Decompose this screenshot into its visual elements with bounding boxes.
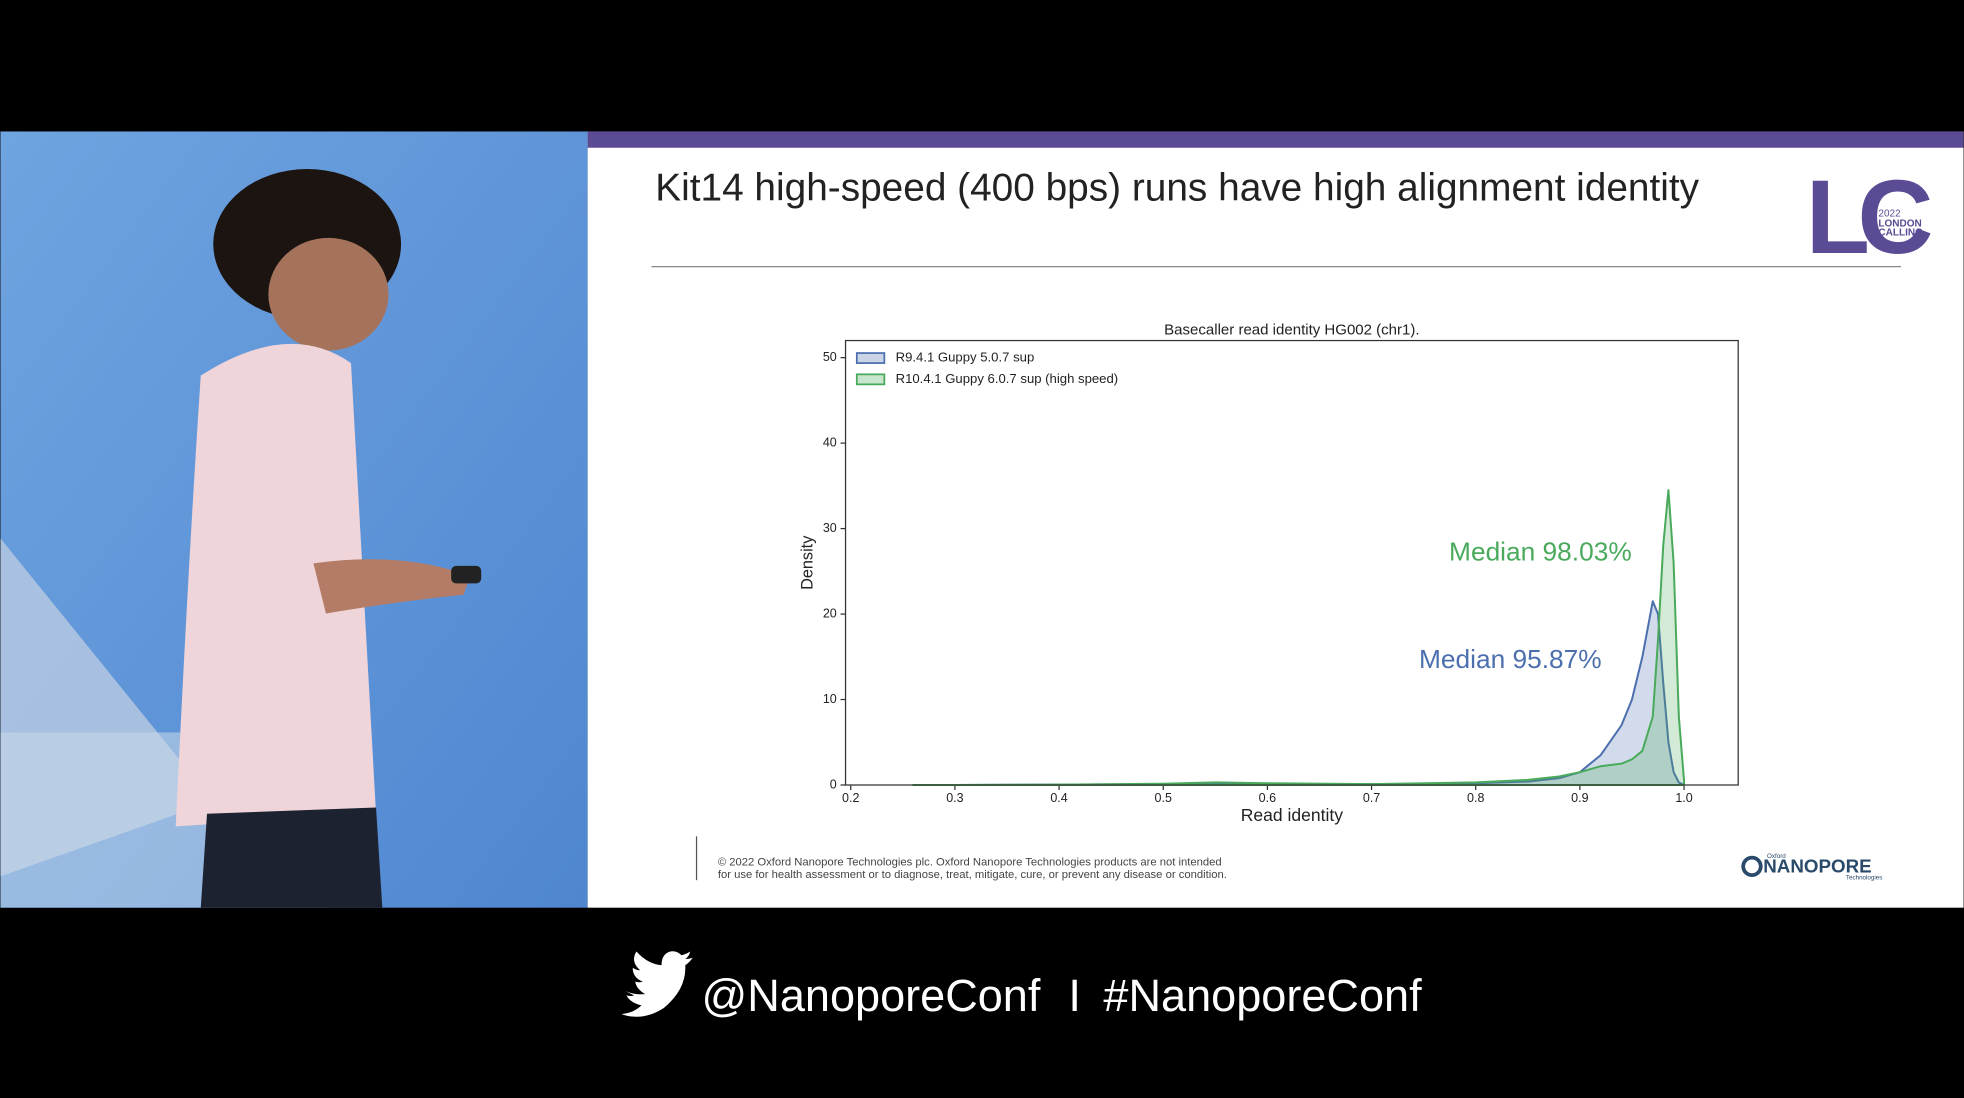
y-tick-label: 10 [823,692,837,706]
y-axis-label: Density [798,535,816,590]
x-tick-label: 1.0 [1675,791,1692,805]
logo-line: CALLING [1878,228,1923,239]
legend-label: R9.4.1 Guppy 5.0.7 sup [896,350,1035,365]
y-tick-label: 50 [823,350,837,364]
x-tick-label: 0.9 [1571,791,1588,805]
x-tick-label: 0.3 [946,791,963,805]
y-tick-label: 0 [830,777,837,791]
brand-icon [1741,855,1763,878]
x-axis-label: Read identity [1241,805,1343,825]
y-tick-label: 20 [823,606,837,620]
x-tick-label: 0.8 [1467,791,1484,805]
legend-swatch [855,352,886,364]
banner-handle: @NanoporeConf [702,970,1041,1021]
logo-letters: LC [1806,159,1932,276]
slide-top-strip [587,131,1964,148]
banner-hashtag: #NanoporeConf [1103,970,1422,1021]
density-area [912,489,1686,787]
chart-title: Basecaller read identity HG002 (chr1). [1164,321,1419,338]
median-annotation: Median 95.87% [1419,644,1602,674]
chart: Basecaller read identity HG002 (chr1). Re… [798,321,1739,825]
x-tick-label: 0.5 [1155,791,1172,805]
brand-sub: Technologies [1846,874,1882,881]
x-tick-label: 0.7 [1363,791,1380,805]
logo-year: 2022 [1878,209,1901,220]
speaker-video [0,131,588,908]
slide-title: Kit14 high-speed (400 bps) runs have hig… [655,167,1699,210]
x-tick-label: 0.2 [842,791,859,805]
x-tick-label: 0.6 [1259,791,1276,805]
banner-separator: I [1068,970,1081,1021]
legend-swatch [855,373,886,386]
y-tick-label: 30 [823,521,837,535]
plot-frame [844,339,1739,786]
density-area [912,600,1686,787]
legend-label: R10.4.1 Guppy 6.0.7 sup (high speed) [896,371,1119,386]
median-annotation: Median 98.03% [1449,536,1632,566]
slide [587,131,1964,908]
twitter-icon [621,951,693,1017]
brand-small: Oxford [1767,853,1786,860]
brand-name: NANOPORE [1763,856,1871,877]
footer-text: © 2022 Oxford Nanopore Technologies plc.… [718,857,1222,869]
logo-line: LONDON [1878,219,1921,230]
footer-text: for use for health assessment or to diag… [718,869,1227,881]
x-tick-label: 0.4 [1050,791,1067,805]
y-tick-label: 40 [823,435,837,449]
